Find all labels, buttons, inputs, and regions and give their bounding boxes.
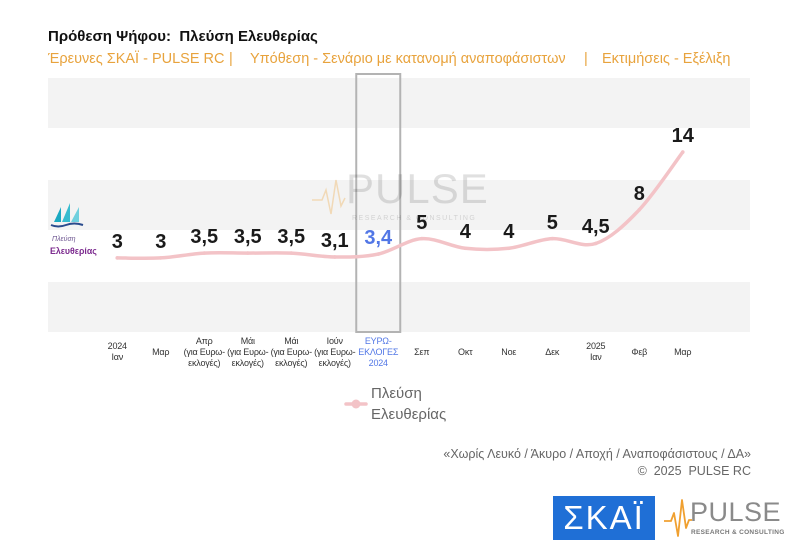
data-label: 4 — [459, 221, 471, 244]
pulse-logo-tagline: RESEARCH & CONSULTING — [691, 529, 785, 536]
data-point — [680, 150, 685, 154]
data-point — [506, 246, 511, 251]
watermark-pulse-wave-icon — [312, 179, 346, 215]
data-label: 3,5 — [277, 226, 306, 249]
data-point — [463, 246, 468, 251]
party-logo-line2: Ελευθερίας — [50, 246, 97, 256]
sailboat-icon — [50, 203, 84, 228]
data-label: 3,1 — [320, 229, 349, 252]
data-point — [550, 236, 555, 241]
subtitle-separator: | — [229, 51, 233, 67]
data-label: 3 — [155, 230, 167, 253]
subtitle-source: Έρευνες ΣΚΑΪ - PULSE RC — [48, 51, 225, 67]
data-label: 4 — [503, 221, 515, 244]
x-tick-label: Ιούν (για Ευρω- εκλογές) — [314, 335, 356, 368]
x-tick-label: Οκτ — [458, 346, 473, 357]
series-layer — [115, 150, 685, 261]
x-tick-label: Σεπ — [414, 346, 430, 357]
background-band — [48, 78, 750, 128]
data-label: 3 — [111, 230, 123, 253]
data-label: 14 — [671, 125, 694, 148]
data-label: 8 — [633, 182, 645, 205]
x-tick-label: ΕΥΡΩ- ΕΚΛΟΓΕΣ 2024 — [358, 335, 399, 368]
data-point — [289, 251, 294, 255]
subtitle-estimates: Εκτιμήσεις - Εξέλιξη — [602, 51, 731, 67]
background-bands — [48, 78, 750, 332]
x-tick-label: Μάι (για Ευρω- εκλογές) — [227, 335, 269, 368]
data-point — [158, 256, 163, 260]
watermark-text: PULSE — [346, 165, 489, 212]
data-point — [637, 208, 642, 212]
x-tick-label: 2025 Ιαν — [586, 341, 606, 362]
data-label: 5 — [546, 211, 558, 234]
data-point — [202, 251, 207, 255]
data-point — [332, 255, 337, 259]
watermark-tagline: RESEARCH & CONSULTING — [352, 215, 477, 222]
pulse-logo-name: PULSE — [690, 497, 782, 527]
x-tick-label: Μαρ — [674, 346, 692, 357]
footer-copyright: © 2025 PULSE RC — [637, 464, 751, 478]
x-tick-label: Δεκ — [545, 346, 560, 357]
x-tick-label: 2024 Ιαν — [107, 341, 127, 362]
data-point — [593, 241, 598, 246]
data-point — [419, 236, 424, 241]
highlight-layer — [355, 73, 402, 333]
data-point — [115, 256, 120, 260]
x-tick-label: Νοε — [501, 346, 517, 357]
legend-swatch — [344, 399, 368, 409]
x-tick-label: Απρ (για Ευρω- εκλογές) — [183, 335, 225, 368]
data-point — [245, 251, 250, 255]
data-label: 3,4 — [364, 227, 393, 250]
background-band — [48, 180, 750, 230]
party-logo-line1: Πλεύση — [52, 236, 76, 243]
x-tick-label: Μάι (για Ευρω- εκλογές) — [270, 335, 312, 368]
subtitle-separator: | — [584, 51, 588, 67]
legend-swatch-marker — [351, 399, 361, 409]
data-label: 3,5 — [233, 226, 262, 249]
data-label: 4,5 — [581, 216, 610, 239]
footer-note: «Χωρίς Λευκό / Άκυρο / Αποχή / Αναποφάσι… — [443, 447, 751, 461]
data-point — [376, 252, 381, 256]
chart-title: Πρόθεση Ψήφου: Πλεύση Ελευθερίας — [48, 28, 318, 45]
background-band — [48, 282, 750, 332]
skai-logo: ΣΚΑΪ — [553, 496, 655, 540]
data-label: 3,5 — [190, 226, 219, 249]
x-tick-label: Μαρ — [152, 346, 170, 357]
x-tick-label: Φεβ — [631, 346, 648, 357]
pulse-logo-wave-icon — [664, 499, 692, 537]
subtitle-scenario: Υπόθεση - Σενάριο με κατανομή αναποφάσισ… — [250, 51, 566, 67]
highlight-box — [355, 73, 402, 333]
legend-label: Πλεύση Ελευθερίας — [371, 385, 447, 423]
data-label: 5 — [416, 211, 428, 234]
